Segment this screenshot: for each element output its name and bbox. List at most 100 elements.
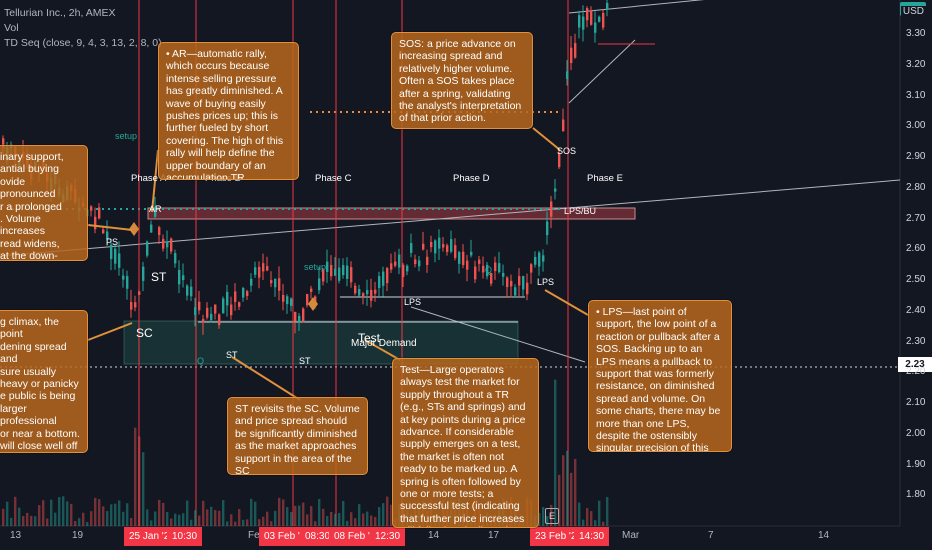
candle-body bbox=[234, 291, 237, 302]
candle-body bbox=[166, 241, 169, 248]
candle-body bbox=[202, 319, 205, 323]
earnings-marker[interactable]: E bbox=[545, 508, 559, 524]
candle-body bbox=[582, 16, 585, 30]
candle-body bbox=[490, 272, 493, 284]
candle-body bbox=[398, 254, 401, 268]
currency-label[interactable]: USD bbox=[900, 6, 926, 17]
candle-body bbox=[282, 294, 285, 302]
st-note[interactable]: ST revisits the SC. Volume and price spr… bbox=[227, 397, 368, 475]
y-tick: 1.80 bbox=[906, 489, 926, 501]
x-tick: 17 bbox=[488, 530, 500, 541]
volume-bar bbox=[338, 513, 341, 526]
volume-bar bbox=[302, 502, 305, 526]
y-tick: 2.40 bbox=[906, 304, 926, 316]
test-note[interactable]: Test—Large operators always test the mar… bbox=[392, 358, 539, 528]
volume-bar bbox=[326, 516, 329, 526]
candle-body bbox=[246, 291, 249, 297]
candle-body bbox=[450, 239, 453, 252]
candle-body bbox=[194, 307, 197, 315]
candle-body bbox=[190, 286, 193, 297]
candle-body bbox=[406, 265, 409, 272]
volume-bar bbox=[130, 517, 133, 526]
symbol-title[interactable]: Tellurian Inc., 2h, AMEX bbox=[4, 7, 116, 19]
candle-body bbox=[458, 252, 461, 264]
y-tick: 1.90 bbox=[906, 458, 926, 470]
candle-body bbox=[462, 251, 465, 266]
annotation-arrow bbox=[151, 149, 159, 213]
volume-bar bbox=[150, 520, 153, 526]
volume-bar bbox=[298, 505, 301, 526]
volume-bar bbox=[10, 517, 13, 526]
y-tick: 2.30 bbox=[906, 335, 926, 347]
candle-body bbox=[550, 201, 553, 217]
sos-label: SOS bbox=[557, 146, 577, 156]
sc-note[interactable]: g climax, the point dening spread and su… bbox=[0, 310, 88, 453]
candle-body bbox=[318, 278, 321, 291]
phase-d-label: Phase D bbox=[453, 173, 490, 184]
candle-body bbox=[2, 138, 5, 149]
volume-bar bbox=[594, 520, 597, 526]
phase-e-label: Phase E bbox=[587, 173, 623, 184]
ps-note[interactable]: inary support, antial buying ovide prono… bbox=[0, 145, 88, 261]
volume-bar bbox=[162, 502, 165, 526]
volume-bar bbox=[550, 504, 553, 526]
volume-bar bbox=[546, 515, 549, 526]
td-seq-legend[interactable]: TD Seq (close, 9, 4, 3, 13, 2, 8, 0) bbox=[4, 37, 162, 49]
candle-body bbox=[586, 8, 589, 21]
volume-bar bbox=[30, 515, 33, 526]
volume-bar bbox=[358, 504, 361, 526]
volume-bar bbox=[2, 508, 5, 526]
candle-body bbox=[418, 260, 421, 267]
candle-body bbox=[410, 243, 413, 253]
volume-bar bbox=[126, 503, 129, 526]
candle-body bbox=[186, 285, 189, 296]
volume-bar bbox=[350, 512, 353, 526]
x-highlight-date: 25 Jan '22 bbox=[124, 527, 180, 546]
candle-body bbox=[298, 315, 301, 322]
volume-bar bbox=[574, 458, 577, 526]
volume-bar bbox=[606, 496, 609, 526]
volume-bar bbox=[270, 521, 273, 526]
volume-bar bbox=[330, 511, 333, 526]
ar-note[interactable]: • AR—automatic rally, which occurs becau… bbox=[158, 42, 299, 180]
lps-note[interactable]: • LPS—last point of support, the low poi… bbox=[588, 300, 732, 452]
volume-bar bbox=[6, 501, 9, 526]
candle-body bbox=[110, 244, 113, 259]
volume-bar bbox=[58, 497, 61, 526]
candle-body bbox=[138, 291, 141, 295]
sos-note[interactable]: SOS: a price advance on increasing sprea… bbox=[391, 32, 533, 129]
volume-bar bbox=[98, 499, 101, 526]
candle-body bbox=[574, 43, 577, 58]
candle-body bbox=[478, 259, 481, 264]
q-marker-2: Q bbox=[485, 265, 493, 275]
candle-body bbox=[346, 265, 349, 279]
candle-body bbox=[302, 308, 305, 323]
candle-body bbox=[290, 298, 293, 306]
trend-line bbox=[568, 0, 705, 14]
test-label: Test bbox=[358, 331, 381, 345]
diamond-marker bbox=[129, 222, 139, 236]
candle-body bbox=[534, 256, 537, 265]
candle-body bbox=[382, 271, 385, 286]
sc-label: SC bbox=[136, 326, 153, 340]
volume-bar bbox=[314, 521, 317, 526]
volume-legend[interactable]: Vol bbox=[4, 22, 19, 34]
candle-body bbox=[98, 207, 101, 219]
support-zone bbox=[123, 320, 519, 365]
volume-bar bbox=[66, 501, 69, 526]
volume-bar bbox=[138, 436, 141, 526]
current-price-tag: 2.23 bbox=[898, 357, 932, 372]
candle-body bbox=[474, 266, 477, 280]
volume-bar bbox=[318, 499, 321, 526]
candle-body bbox=[90, 206, 93, 211]
candle-body bbox=[530, 264, 533, 273]
volume-bar bbox=[118, 500, 121, 526]
y-tick: 2.60 bbox=[906, 243, 926, 255]
candle-body bbox=[266, 266, 269, 271]
diamond-marker bbox=[308, 297, 318, 311]
volume-bar bbox=[234, 521, 237, 526]
candle-body bbox=[214, 304, 217, 314]
volume-bar bbox=[582, 519, 585, 526]
candle-body bbox=[570, 47, 573, 63]
candle-body bbox=[122, 275, 125, 280]
